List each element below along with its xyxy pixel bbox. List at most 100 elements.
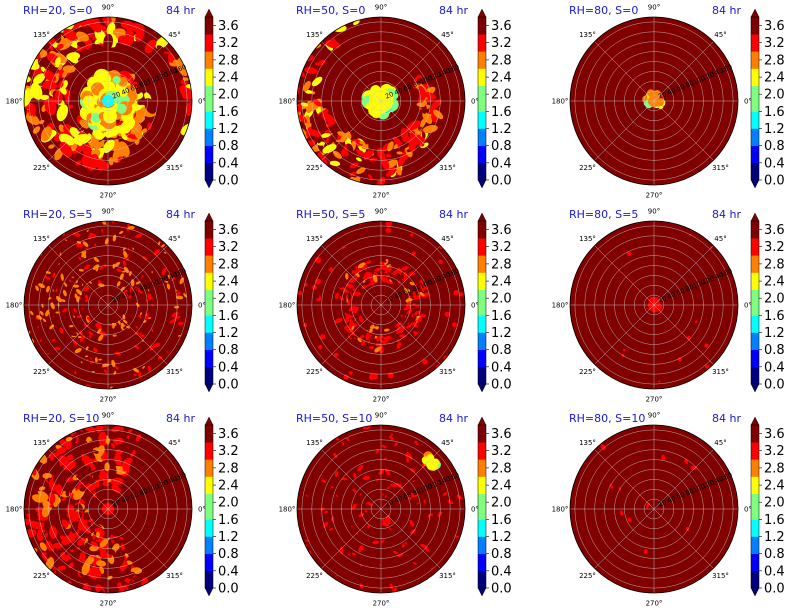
field-patch xyxy=(62,289,67,297)
field-patch xyxy=(138,288,143,294)
colorbar-tick-label: 3.6 xyxy=(764,223,785,238)
colorbar-tick-label: 0.0 xyxy=(491,174,512,189)
field-patch xyxy=(60,299,66,303)
angle-tick-label: 225° xyxy=(33,368,50,376)
angle-tick-label: 135° xyxy=(579,31,596,39)
angle-tick-label: 225° xyxy=(306,368,323,376)
field-patch xyxy=(118,86,129,97)
angle-tick-label: 90° xyxy=(375,208,387,216)
field-patch xyxy=(58,263,61,265)
field-patch xyxy=(382,331,388,335)
field-patch xyxy=(147,365,151,372)
angle-tick-label: 315° xyxy=(712,164,729,172)
colorbar-segment xyxy=(751,128,759,138)
field-patch xyxy=(36,315,43,320)
colorbar: 0.0 0.4 0.8 1.2 1.6 2.0 2.4 2.8 3.2 3.6 xyxy=(204,8,239,189)
field-patch xyxy=(130,363,135,370)
field-patch xyxy=(363,344,370,350)
field-patch xyxy=(42,80,58,90)
colorbar-segment xyxy=(205,323,213,333)
colorbar-tick-label: 1.6 xyxy=(491,105,512,120)
field-patch xyxy=(86,316,92,322)
colorbar-tick-label: 2.8 xyxy=(218,53,239,68)
field-patch xyxy=(373,271,377,274)
colorbar-tick-label: 2.8 xyxy=(491,257,512,272)
field-patch xyxy=(40,94,49,101)
colorbar-tick-label: 3.6 xyxy=(491,427,512,442)
field-patch xyxy=(94,357,98,363)
field-patch xyxy=(79,335,86,342)
field-patch xyxy=(63,28,79,42)
field-patch xyxy=(123,326,125,329)
field-patch xyxy=(77,336,82,339)
field-patch xyxy=(392,269,400,276)
field-patch xyxy=(374,346,382,353)
colorbar-segment xyxy=(205,94,213,104)
field-patch xyxy=(419,118,426,128)
field-patch xyxy=(121,270,126,273)
colorbar-tick-label: 0.4 xyxy=(218,360,239,375)
field-patch xyxy=(421,131,426,139)
field-patch xyxy=(76,241,82,244)
field-patch xyxy=(185,101,192,117)
colorbar-segment xyxy=(478,358,486,368)
field-patch xyxy=(132,313,136,316)
angle-tick-label: 90° xyxy=(648,4,660,12)
colorbar-segment xyxy=(751,229,759,239)
polar-grid xyxy=(297,221,465,389)
field-patch xyxy=(90,357,92,360)
colorbar-tick-label: 1.2 xyxy=(491,530,512,545)
field-patch xyxy=(41,303,44,308)
field-patch xyxy=(102,221,107,226)
panel-time-label: 84 hr xyxy=(166,4,195,17)
colorbar-tick-label: 2.0 xyxy=(218,496,239,511)
field-patch xyxy=(176,289,178,292)
field-patch xyxy=(86,359,89,361)
colorbar-tick-label: 1.6 xyxy=(218,105,239,120)
colorbar-segment xyxy=(205,154,213,164)
colorbar-tick-label: 3.2 xyxy=(218,444,239,459)
angle-tick-label: 45° xyxy=(714,235,726,243)
field-patch xyxy=(401,319,406,326)
colorbar-segment xyxy=(751,17,759,26)
colorbar-tick-label: 3.6 xyxy=(491,19,512,34)
field-patch xyxy=(53,347,61,351)
colorbar-tick-label: 3.6 xyxy=(218,427,239,442)
colorbar-segment xyxy=(478,102,486,112)
field-patch xyxy=(46,285,50,293)
field-patch xyxy=(133,368,140,373)
angle-tick-label: 225° xyxy=(33,164,50,172)
colorbar-tick-label: 0.0 xyxy=(491,582,512,597)
field-patch xyxy=(408,271,414,277)
colorbar-tick-label: 1.6 xyxy=(764,513,785,528)
field-patch xyxy=(385,169,396,177)
panel-title: RH=20, S=0 xyxy=(23,4,92,17)
field-patch xyxy=(97,328,102,334)
field-patch xyxy=(356,149,365,157)
colorbar-segment xyxy=(751,94,759,104)
field-patch xyxy=(154,358,159,366)
field-patch xyxy=(366,267,372,273)
field-patch xyxy=(312,58,321,63)
field-patch xyxy=(115,365,119,370)
colorbar-tick-label: 0.4 xyxy=(218,564,239,579)
field-patch xyxy=(84,294,89,303)
colorbar-segment xyxy=(751,68,759,78)
field-patch xyxy=(396,341,402,349)
angle-tick-label: 180° xyxy=(279,98,296,106)
field-patch xyxy=(85,247,88,249)
colorbar-tick-label: 3.2 xyxy=(764,36,785,51)
colorbar-segment xyxy=(478,255,486,265)
colorbar-segment xyxy=(205,162,213,172)
colorbar-segment xyxy=(751,519,759,529)
colorbar-segment xyxy=(751,154,759,164)
colorbar-segment xyxy=(205,493,213,503)
colorbar-segment xyxy=(751,332,759,342)
colorbar-segment xyxy=(205,527,213,537)
polar-grid xyxy=(570,221,738,389)
radial-tick-label: 60 xyxy=(129,287,140,298)
angle-tick-label: 270° xyxy=(373,600,390,608)
colorbar-segment xyxy=(205,289,213,299)
field-patch xyxy=(49,324,55,330)
field-patch xyxy=(353,306,359,314)
